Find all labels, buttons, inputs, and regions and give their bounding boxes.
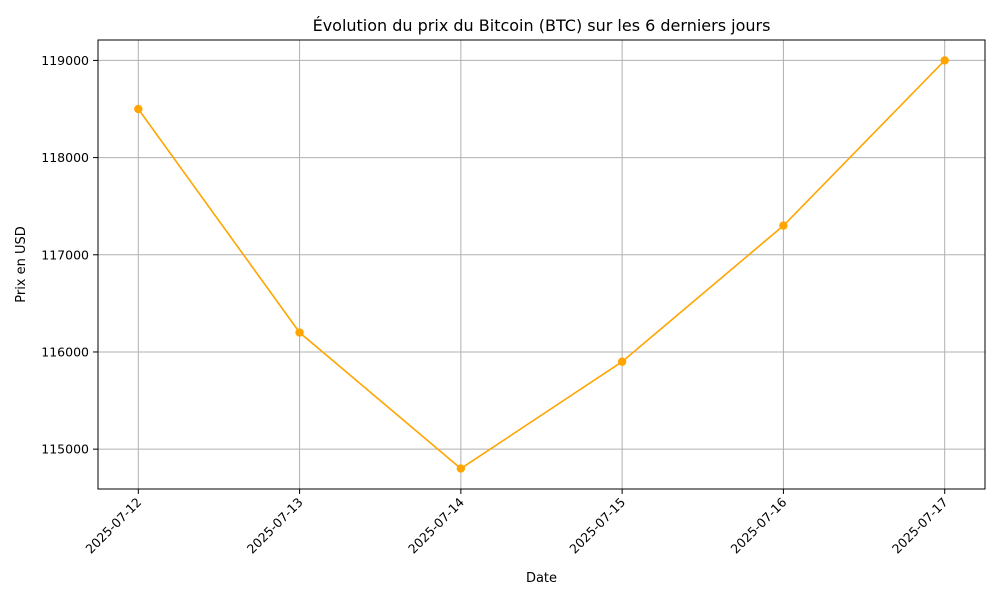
series-line [137,59,946,470]
plot-area-frame [97,39,986,490]
y-axis-label: Prix en USD [14,226,29,303]
x-tick-label: 2025-07-15 [566,495,628,557]
data-point [617,357,627,366]
y-tick-label: 117000 [41,247,89,262]
x-tick-label: 2025-07-16 [728,494,790,556]
series-layer [134,56,949,473]
chart-title: Évolution du prix du Bitcoin (BTC) sur l… [313,16,771,35]
y-tick-label: 116000 [41,344,89,359]
axis-ticks: 2025-07-12 2025-07-13 2025-07-14 2025-07-15… [41,53,951,557]
data-point [940,56,949,65]
data-point [295,328,304,337]
y-tick-label: 118000 [41,150,89,165]
data-point [779,221,788,230]
x-tick-label: 2025-07-12 [82,495,144,557]
x-axis-label: Date [526,571,557,586]
data-point [456,464,466,473]
x-tick-label: 2025-07-14 [405,494,467,556]
y-tick-label: 119000 [41,53,89,68]
x-tick-label: 2025-07-17 [889,495,951,557]
data-point [134,104,143,114]
y-tick-label: 115000 [41,442,89,457]
grid [98,40,985,489]
x-tick-label: 2025-07-13 [244,495,306,557]
